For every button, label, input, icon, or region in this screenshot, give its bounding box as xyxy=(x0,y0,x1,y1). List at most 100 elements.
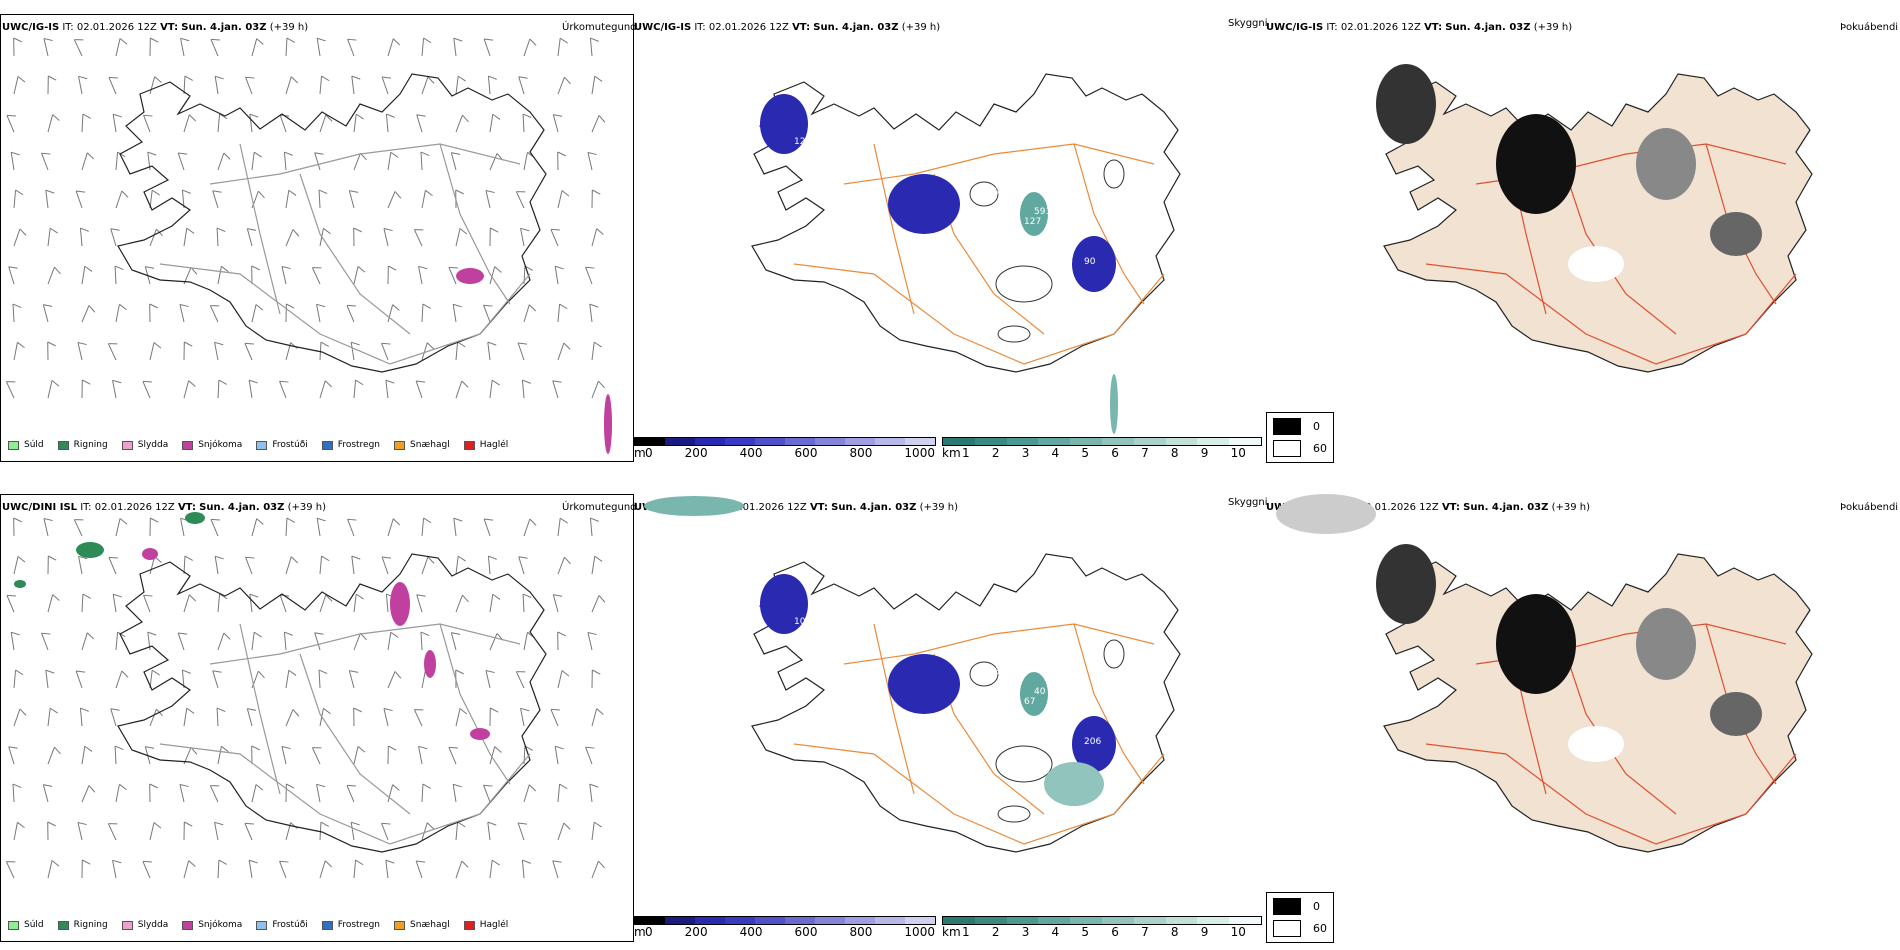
wind-barb xyxy=(183,380,196,399)
legend-swatch xyxy=(121,920,133,930)
precip-type-title-top: Úrkomutegund xyxy=(562,22,637,33)
wind-barb xyxy=(283,151,293,171)
wind-barb xyxy=(319,380,333,399)
fog-index-area xyxy=(1710,692,1762,736)
fog-value-0: 0 xyxy=(1313,900,1320,913)
wind-barb xyxy=(415,860,426,879)
road xyxy=(873,143,915,315)
cloud-base-colorbar-top xyxy=(634,437,936,446)
wind-barb xyxy=(246,708,257,727)
wind-barb xyxy=(319,341,329,361)
wind-barb xyxy=(557,670,570,689)
wind-barb xyxy=(210,38,220,57)
wind-barb xyxy=(47,75,57,95)
wind-barb xyxy=(557,631,566,651)
wind-barb xyxy=(421,556,435,575)
wind-barb xyxy=(316,783,326,803)
glacier-outline xyxy=(1103,159,1125,189)
wind-barb xyxy=(81,305,96,323)
wind-barb xyxy=(523,151,535,171)
cloud-base-bin-9 xyxy=(905,917,935,924)
wind-barb xyxy=(251,518,264,537)
wind-barb xyxy=(281,265,291,285)
cloud-base-value-label: 12 xyxy=(794,137,805,147)
fog-index-area xyxy=(1636,608,1696,680)
road xyxy=(439,143,511,305)
low-cloud-area xyxy=(1072,236,1116,292)
cloud-base-bin-7 xyxy=(845,438,875,445)
fog-index-area xyxy=(1376,544,1436,624)
wind-barb xyxy=(591,189,601,209)
wind-barb xyxy=(112,113,122,133)
wind-barb xyxy=(351,555,361,575)
wind-barb xyxy=(387,38,401,57)
wind-barb xyxy=(183,555,193,575)
wind-barb xyxy=(487,555,497,575)
wind-barb xyxy=(418,745,428,765)
wind-barb xyxy=(353,632,367,651)
wind-barb xyxy=(350,821,360,841)
wind-barb xyxy=(515,191,526,209)
wind-barb xyxy=(515,671,526,689)
wind-barb xyxy=(416,594,426,613)
low-cloud-area xyxy=(1072,716,1116,772)
fog-value-0: 0 xyxy=(1313,420,1320,433)
wind-barb xyxy=(245,76,255,95)
wind-barb xyxy=(483,38,494,57)
visibility-tick-label: 4 xyxy=(1051,925,1060,939)
wind-barb xyxy=(115,518,128,537)
wind-barb xyxy=(183,707,195,727)
wind-barb xyxy=(489,707,499,727)
visibility-bin-3 xyxy=(1038,917,1071,924)
wind-barb xyxy=(554,265,564,285)
wind-barb xyxy=(115,38,128,57)
coastline xyxy=(117,553,547,853)
wind-barb xyxy=(115,670,129,689)
wind-barbs xyxy=(5,517,606,879)
low-cloud-area xyxy=(888,174,960,234)
wind-barb xyxy=(285,37,295,57)
wind-barb xyxy=(517,822,528,841)
cloud-base-value-label: 90 xyxy=(1084,257,1096,267)
visibility-tick-label: 10 xyxy=(1230,925,1246,939)
wind-barb xyxy=(181,669,191,689)
wind-barb xyxy=(217,152,231,171)
wind-barb xyxy=(108,76,118,95)
wind-barb xyxy=(455,555,466,575)
wind-barb xyxy=(285,556,299,575)
wind-barb xyxy=(455,75,466,95)
wind-barb xyxy=(489,266,502,285)
visibility-unit-bottom: km xyxy=(942,925,961,939)
snow-area xyxy=(456,268,484,284)
wind-barb xyxy=(180,37,190,57)
wind-barb xyxy=(6,594,16,613)
wind-barb xyxy=(112,859,122,879)
wind-barb xyxy=(557,822,571,841)
cloud-base-bin-2 xyxy=(695,438,725,445)
wind-barb xyxy=(110,228,120,247)
wind-barb xyxy=(489,153,504,171)
cloud-base-bin-8 xyxy=(875,917,905,924)
wind-barb xyxy=(112,379,122,399)
wind-barb xyxy=(381,76,392,95)
wind-barb xyxy=(311,267,322,285)
wind-barb xyxy=(183,114,197,133)
header-top-left: UWC/IG-IS IT: 02.01.2026 12Z VT: Sun. 4.… xyxy=(2,22,309,33)
header-bottom-left: UWC/DINI ISL IT: 02.01.2026 12Z VT: Sun.… xyxy=(2,502,326,513)
glacier-outline xyxy=(997,325,1031,343)
wind-barb xyxy=(489,746,502,765)
wind-barb xyxy=(550,708,560,727)
wind-barb xyxy=(73,519,84,537)
wind-barb xyxy=(251,631,262,651)
visibility-bin-7 xyxy=(1165,438,1198,445)
wind-barb xyxy=(421,37,432,57)
wind-barb xyxy=(487,341,497,361)
wind-barb xyxy=(348,190,359,209)
visibility-tick-label: 8 xyxy=(1170,925,1179,939)
wind-barb xyxy=(353,227,362,247)
cloud-base-tick-label: 1000 xyxy=(904,446,935,460)
visibility-bin-6 xyxy=(1133,917,1166,924)
wind-barb xyxy=(319,114,333,133)
legend-item-6: Snæhagl xyxy=(394,920,450,930)
